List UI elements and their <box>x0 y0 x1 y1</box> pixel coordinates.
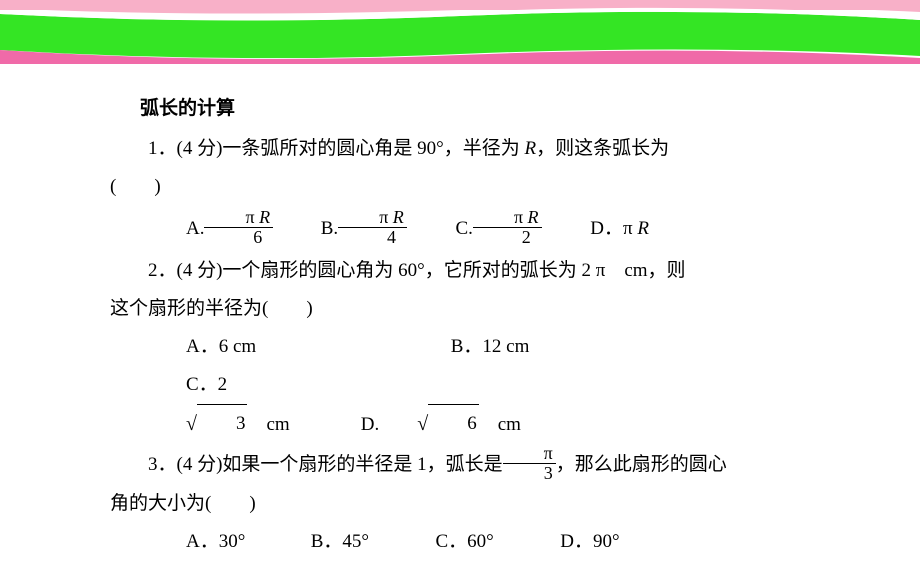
q2-optD-label: D. <box>361 414 379 435</box>
q3-optA: A．30° <box>148 523 268 561</box>
q1-optB-label: B. <box>321 218 338 239</box>
sqrt-icon: 3 <box>148 404 247 444</box>
q3-optD: D．90° <box>522 523 619 561</box>
page-content: 弧长的计算 1．(4 分)一条弧所对的圆心角是 90°，半径为 R，则这条弧长为… <box>110 90 830 561</box>
q3-frac: π3 <box>503 444 556 483</box>
q1-optC-frac: π R2 <box>473 208 542 247</box>
q2-stem-line1: 2．(4 分)一个扇形的圆心角为 60°，它所对的弧长为 2 π cm，则 <box>110 252 830 290</box>
q1-stem: 1．(4 分)一条弧所对的圆心角是 90°，半径为 R，则这条弧长为 <box>110 130 830 168</box>
q3-optB: B．45° <box>273 523 393 561</box>
q1-optD-R: R <box>637 218 649 239</box>
sqrt-icon: 6 <box>379 404 478 444</box>
decorative-banner <box>0 0 920 64</box>
q1-optB-den: 4 <box>338 228 407 247</box>
q1-optA-frac: π R6 <box>204 208 273 247</box>
q1-optD: D．π R <box>552 206 649 252</box>
q1-optC-num: π R <box>514 207 539 227</box>
q3-frac-num: π <box>503 444 556 464</box>
q1-optC-den: 2 <box>473 228 542 247</box>
q1-paren: ( ) <box>110 168 830 206</box>
q1-optC: C.π R2 <box>418 206 548 252</box>
q1-optB-frac: π R4 <box>338 208 407 247</box>
q2-options-row1: A．6 cm B．12 cm <box>110 328 830 366</box>
q3-text-a: 3．(4 分)如果一个扇形的半径是 1，弧长是 <box>148 454 503 475</box>
q1-optA-label: A. <box>186 218 204 239</box>
q3-optC: C．60° <box>398 523 518 561</box>
q3-stem-line1: 3．(4 分)如果一个扇形的半径是 1，弧长是π3，那么此扇形的圆心 <box>110 444 830 486</box>
q2-stem-line2: 这个扇形的半径为( ) <box>110 290 830 328</box>
q1-optC-label: C. <box>456 218 473 239</box>
q1-optA-den: 6 <box>204 228 273 247</box>
q1-optB-num: π R <box>379 207 404 227</box>
q2-optC: C．2 3 cm <box>148 366 318 444</box>
q1-options: A.π R6 B.π R4 C.π R2 D．π R <box>110 206 830 252</box>
q1-text-a: 1．(4 分)一条弧所对的圆心角是 90°，半径为 <box>148 138 525 159</box>
q1-R: R <box>525 138 537 159</box>
q2-optC-tail: cm <box>247 414 289 435</box>
q3-frac-den: 3 <box>503 464 556 483</box>
q2-optD: D. 6 cm <box>323 404 521 444</box>
q1-text-b: ，则这条弧长为 <box>536 138 669 159</box>
q2-optD-tail: cm <box>479 414 521 435</box>
q2-optA: A．6 cm <box>148 328 408 366</box>
q2-optC-rad: 3 <box>197 404 248 443</box>
section-heading: 弧长的计算 <box>140 90 830 128</box>
q2-options-row2: C．2 3 cm D. 6 cm <box>110 366 830 444</box>
q2-optD-rad: 6 <box>428 404 479 443</box>
q1-optA-num: π R <box>245 207 270 227</box>
q2-optB: B．12 cm <box>413 328 530 366</box>
q2-optC-label: C．2 <box>186 374 227 395</box>
q1-optD-label: D．π <box>590 218 637 239</box>
q3-text-b: ，那么此扇形的圆心 <box>556 454 727 475</box>
q1-optB: B.π R4 <box>283 206 413 252</box>
q1-optA: A.π R6 <box>148 206 278 252</box>
q3-options: A．30° B．45° C．60° D．90° <box>110 523 830 561</box>
